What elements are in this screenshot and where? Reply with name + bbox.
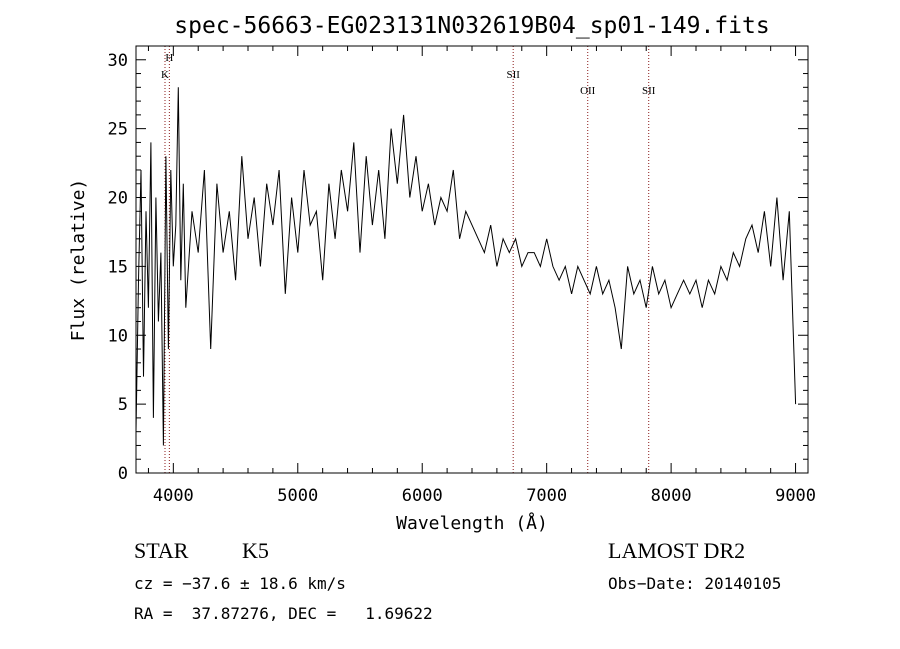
survey-name: LAMOST DR2 xyxy=(608,538,746,563)
x-tick-label: 9000 xyxy=(775,486,816,506)
y-tick-label: 20 xyxy=(108,189,128,209)
x-tick-label: 5000 xyxy=(277,486,318,506)
redshift-cz: cz = −37.6 ± 18.6 km/s xyxy=(134,574,346,593)
ra-dec-coordinates: RA = 37.87276, DEC = 1.69622 xyxy=(134,604,433,623)
y-axis-label: Flux (relative) xyxy=(68,179,89,342)
y-tick-label: 15 xyxy=(108,257,128,277)
spectral-line-label: SII xyxy=(506,69,520,81)
object-class: STAR xyxy=(134,538,189,563)
observation-date: Obs−Date: 20140105 xyxy=(608,574,782,593)
spectral-line-label: OII xyxy=(580,85,596,97)
x-tick-label: 6000 xyxy=(402,486,443,506)
x-axis-label: Wavelength (Å) xyxy=(396,512,548,534)
x-tick-label: 7000 xyxy=(526,486,567,506)
y-tick-label: 0 xyxy=(118,464,128,484)
spectrum-trace xyxy=(135,87,797,446)
chart-title: spec-56663-EG023131N032619B04_sp01-149.f… xyxy=(174,13,769,39)
y-tick-label: 5 xyxy=(118,395,128,415)
object-subclass: K5 xyxy=(242,538,269,563)
x-tick-label: 4000 xyxy=(153,486,194,506)
spectral-line-label: H xyxy=(165,52,173,64)
spectral-line-label: K xyxy=(161,69,169,81)
y-tick-label: 25 xyxy=(108,120,128,140)
y-tick-label: 30 xyxy=(108,51,128,71)
y-tick-label: 10 xyxy=(108,326,128,346)
x-tick-label: 8000 xyxy=(651,486,692,506)
y-axis-ticks: 0 5 10 15 20 25 30 xyxy=(108,45,808,484)
spectral-line-label: SII xyxy=(642,85,656,97)
x-axis-ticks: 4000 5000 6000 7000 8000 9000 xyxy=(147,46,816,506)
spectral-line-markers: KH SII OII SII xyxy=(161,46,656,473)
spectrum-line xyxy=(135,87,797,446)
